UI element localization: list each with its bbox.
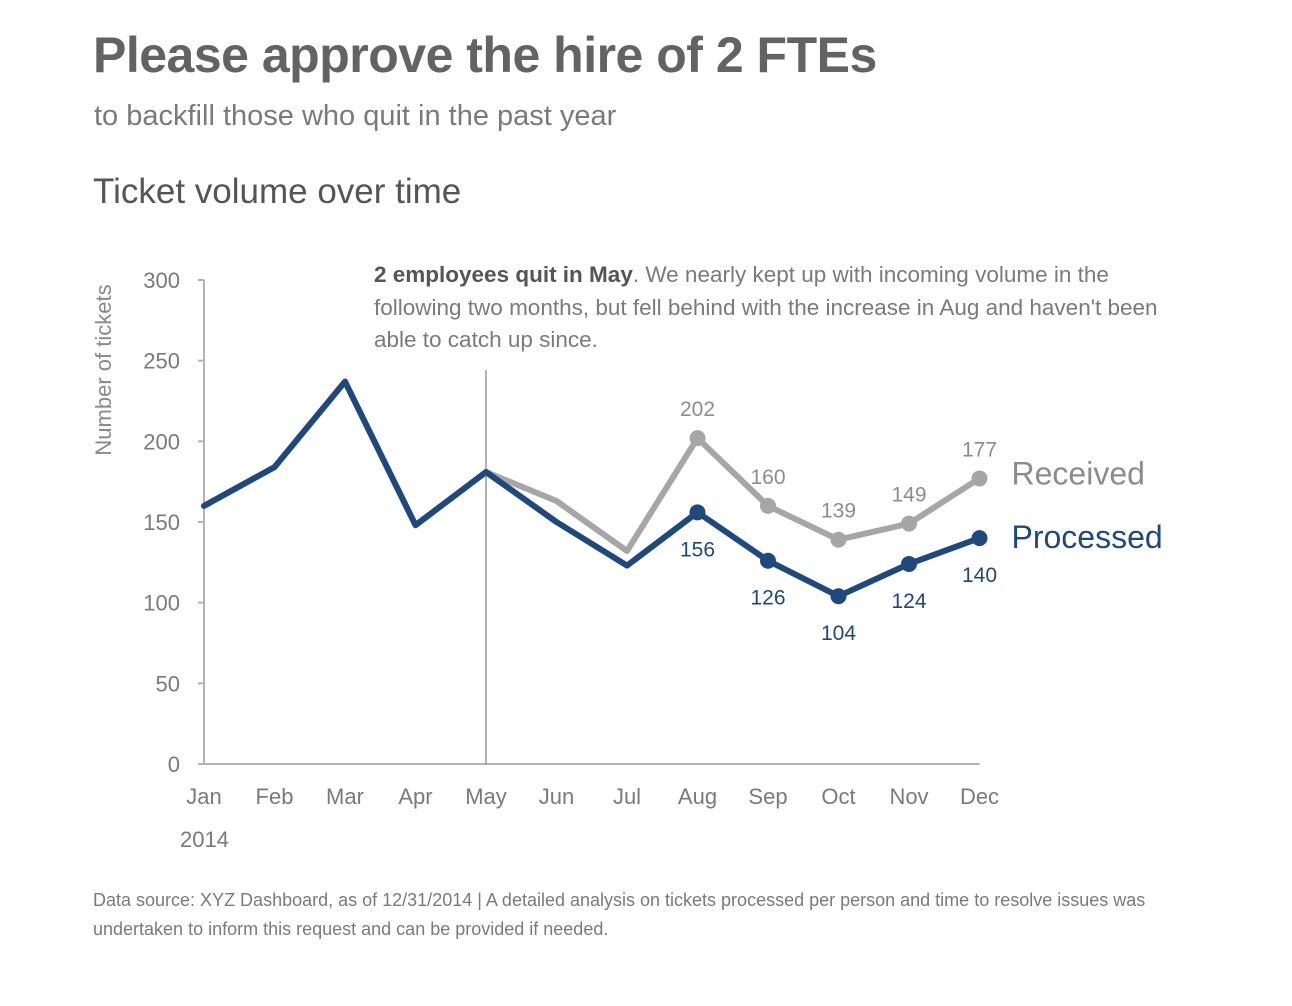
x-tick-label-apr: Apr (398, 784, 432, 809)
chart-annotation: 2 employees quit in May. We nearly kept … (374, 259, 1194, 357)
received-point (971, 470, 988, 487)
x-tick-label-nov: Nov (889, 784, 928, 809)
received-data-label: 139 (821, 500, 856, 523)
chart-title: Ticket volume over time (93, 172, 462, 211)
page-title: Please approve the hire of 2 FTEs (93, 27, 877, 83)
y-tick-label: 150 (143, 510, 180, 535)
x-tick-label-oct: Oct (821, 784, 855, 809)
x-year-label: 2014 (180, 827, 229, 852)
page-subtitle: to backfill those who quit in the past y… (94, 100, 617, 132)
received-point (689, 430, 706, 447)
received-data-label: 149 (891, 484, 926, 507)
processed-data-label: 124 (891, 590, 926, 613)
processed-point (689, 504, 706, 521)
x-tick-label-may: May (465, 784, 507, 809)
received-data-label: 160 (750, 466, 785, 489)
processed-point (760, 552, 776, 569)
received-point (830, 531, 847, 548)
received-point (760, 497, 776, 514)
processed-point (901, 555, 917, 572)
y-tick-label: 200 (143, 429, 180, 454)
annotation-text: . We nearly kept up with incoming volume… (374, 262, 1158, 352)
received-point (901, 515, 917, 532)
y-axis-title: Number of tickets (91, 284, 116, 455)
received-series-label: Received (1012, 455, 1145, 491)
processed-data-label: 140 (962, 564, 997, 587)
x-tick-label-sep: Sep (748, 784, 787, 809)
processed-point (971, 530, 988, 547)
y-tick-label: 50 (156, 671, 180, 696)
x-tick-label-jul: Jul (613, 784, 641, 809)
processed-line (201, 378, 983, 600)
processed-data-label: 104 (821, 622, 856, 645)
processed-series-label: Processed (1012, 519, 1163, 555)
processed-data-label: 126 (750, 587, 785, 610)
x-tick-label-dec: Dec (960, 784, 999, 809)
x-tick-label-feb: Feb (256, 784, 294, 809)
y-tick-label: 250 (143, 349, 180, 374)
x-tick-label-mar: Mar (326, 784, 364, 809)
y-tick-label: 0 (168, 752, 180, 777)
processed-data-label: 156 (680, 538, 715, 561)
x-tick-label-jun: Jun (539, 784, 574, 809)
y-tick-label: 100 (143, 591, 180, 616)
ticket-volume-chart: 0 50 100 150 200 250 300 Number of tickets Jan Fe… (91, 268, 1163, 852)
y-tick-label: 300 (143, 268, 180, 293)
x-tick-label-aug: Aug (678, 784, 717, 809)
received-data-label: 202 (680, 398, 715, 421)
annotation-bold-text: 2 employees quit in May (374, 262, 633, 287)
footnote: Data source: XYZ Dashboard, as of 12/31/… (93, 890, 1146, 939)
x-tick-label-jan: Jan (186, 784, 221, 809)
processed-point (830, 588, 847, 605)
received-data-label: 177 (962, 438, 997, 461)
